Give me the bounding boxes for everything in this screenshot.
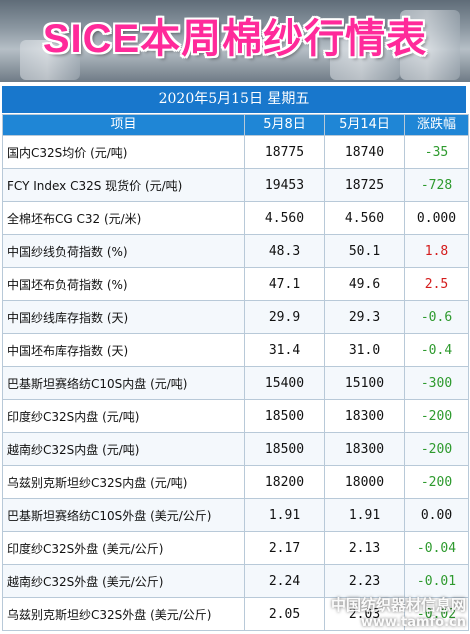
header-may14: 5月14日 (324, 114, 405, 136)
banner-title: SICE本周棉纱行情表 (42, 17, 428, 61)
row-may14-value: 18000 (324, 465, 405, 499)
row-name: 中国坯布库存指数 (天) (2, 333, 245, 367)
table-row: 印度纱C32S外盘 (美元/公斤) 2.17 2.13 -0.04 (2, 531, 469, 565)
row-may14-value: 29.3 (324, 300, 405, 334)
row-may8-value: 47.1 (244, 267, 325, 301)
row-change-value: -728 (404, 168, 469, 202)
row-change-value: -0.02 (404, 597, 469, 631)
row-name: 印度纱C32S内盘 (元/吨) (2, 399, 245, 433)
row-may8-value: 1.91 (244, 498, 325, 532)
table-row: 中国坯布库存指数 (天) 31.4 31.0 -0.4 (2, 333, 469, 367)
table-row: 中国坯布负荷指数 (%) 47.1 49.6 2.5 (2, 267, 469, 301)
row-may14-value: 18740 (324, 135, 405, 169)
row-may14-value: 15100 (324, 366, 405, 400)
row-change-value: -0.6 (404, 300, 469, 334)
row-name: 巴基斯坦赛络纺C10S内盘 (元/吨) (2, 366, 245, 400)
table-row: 全棉坯布CG C32 (元/米) 4.560 4.560 0.000 (2, 201, 469, 235)
table-body: 国内C32S均价 (元/吨) 18775 18740 -35 FCY Index C32… (2, 135, 469, 631)
table-row: 中国纱线库存指数 (天) 29.9 29.3 -0.6 (2, 300, 469, 334)
row-may8-value: 15400 (244, 366, 325, 400)
row-name: 乌兹别克斯坦纱C32S外盘 (美元/公斤) (2, 597, 245, 631)
yarn-spool-icon (330, 30, 400, 80)
row-name: FCY Index C32S 现货价 (元/吨) (2, 168, 245, 202)
row-change-value: -300 (404, 366, 469, 400)
row-change-value: 0.00 (404, 498, 469, 532)
header-change: 涨跌幅 (404, 114, 469, 136)
table-row: 越南纱C32S内盘 (元/吨) 18500 18300 -200 (2, 432, 469, 466)
row-may8-value: 48.3 (244, 234, 325, 268)
market-table: 项目 5月8日 5月14日 涨跌幅 国内C32S均价 (元/吨) 18775 187… (2, 114, 469, 631)
table-row: 巴基斯坦赛络纺C10S内盘 (元/吨) 15400 15100 -300 (2, 366, 469, 400)
table-row: 中国纱线负荷指数 (%) 48.3 50.1 1.8 (2, 234, 469, 268)
row-name: 中国纱线负荷指数 (%) (2, 234, 245, 268)
table-row: 乌兹别克斯坦纱C32S外盘 (美元/公斤) 2.05 2.03 -0.02 (2, 597, 469, 631)
row-change-value: -35 (404, 135, 469, 169)
row-may14-value: 2.13 (324, 531, 405, 565)
table-row: 越南纱C32S外盘 (美元/公斤) 2.24 2.23 -0.01 (2, 564, 469, 598)
header-item: 项目 (2, 114, 245, 136)
row-may14-value: 50.1 (324, 234, 405, 268)
row-change-value: -200 (404, 432, 469, 466)
table-header: 项目 5月8日 5月14日 涨跌幅 (2, 114, 469, 136)
watermark-url: www.tamfo.cn (360, 615, 466, 630)
row-may8-value: 18775 (244, 135, 325, 169)
row-may14-value: 4.560 (324, 201, 405, 235)
row-may8-value: 31.4 (244, 333, 325, 367)
yarn-spool-icon (400, 10, 460, 80)
row-may14-value: 18300 (324, 432, 405, 466)
row-may8-value: 29.9 (244, 300, 325, 334)
row-may8-value: 19453 (244, 168, 325, 202)
row-name: 巴基斯坦赛络纺C10S外盘 (美元/公斤) (2, 498, 245, 532)
row-may8-value: 18500 (244, 399, 325, 433)
row-may14-value: 2.23 (324, 564, 405, 598)
row-may8-value: 2.05 (244, 597, 325, 631)
row-may8-value: 18200 (244, 465, 325, 499)
banner: SICE本周棉纱行情表 (0, 0, 470, 82)
table-header-row: 项目 5月8日 5月14日 涨跌幅 (2, 114, 469, 136)
row-change-value: -200 (404, 465, 469, 499)
row-may14-value: 2.03 (324, 597, 405, 631)
row-name: 中国坯布负荷指数 (%) (2, 267, 245, 301)
row-may14-value: 31.0 (324, 333, 405, 367)
row-name: 越南纱C32S外盘 (美元/公斤) (2, 564, 245, 598)
row-may8-value: 2.24 (244, 564, 325, 598)
row-may14-value: 18300 (324, 399, 405, 433)
table-row: 印度纱C32S内盘 (元/吨) 18500 18300 -200 (2, 399, 469, 433)
row-change-value: -200 (404, 399, 469, 433)
row-change-value: 0.000 (404, 201, 469, 235)
row-change-value: -0.01 (404, 564, 469, 598)
date-bar: 2020年5月15日 星期五 (2, 86, 466, 113)
watermark-site-name: 中国纺织器材信息网 (330, 596, 466, 614)
row-name: 越南纱C32S内盘 (元/吨) (2, 432, 245, 466)
yarn-spool-icon (20, 40, 80, 80)
row-may14-value: 18725 (324, 168, 405, 202)
row-name: 全棉坯布CG C32 (元/米) (2, 201, 245, 235)
table-row: 国内C32S均价 (元/吨) 18775 18740 -35 (2, 135, 469, 169)
row-name: 中国纱线库存指数 (天) (2, 300, 245, 334)
header-may8: 5月8日 (244, 114, 325, 136)
table-row: 乌兹别克斯坦纱C32S内盘 (元/吨) 18200 18000 -200 (2, 465, 469, 499)
table-row: FCY Index C32S 现货价 (元/吨) 19453 18725 -728 (2, 168, 469, 202)
watermark: 中国纺织器材信息网 www.tamfo.cn (331, 594, 466, 630)
row-change-value: 2.5 (404, 267, 469, 301)
row-change-value: 1.8 (404, 234, 469, 268)
row-change-value: -0.04 (404, 531, 469, 565)
row-name: 乌兹别克斯坦纱C32S内盘 (元/吨) (2, 465, 245, 499)
row-may8-value: 4.560 (244, 201, 325, 235)
row-may14-value: 49.6 (324, 267, 405, 301)
row-may8-value: 2.17 (244, 531, 325, 565)
row-may8-value: 18500 (244, 432, 325, 466)
row-may14-value: 1.91 (324, 498, 405, 532)
row-name: 印度纱C32S外盘 (美元/公斤) (2, 531, 245, 565)
row-name: 国内C32S均价 (元/吨) (2, 135, 245, 169)
table-row: 巴基斯坦赛络纺C10S外盘 (美元/公斤) 1.91 1.91 0.00 (2, 498, 469, 532)
row-change-value: -0.4 (404, 333, 469, 367)
